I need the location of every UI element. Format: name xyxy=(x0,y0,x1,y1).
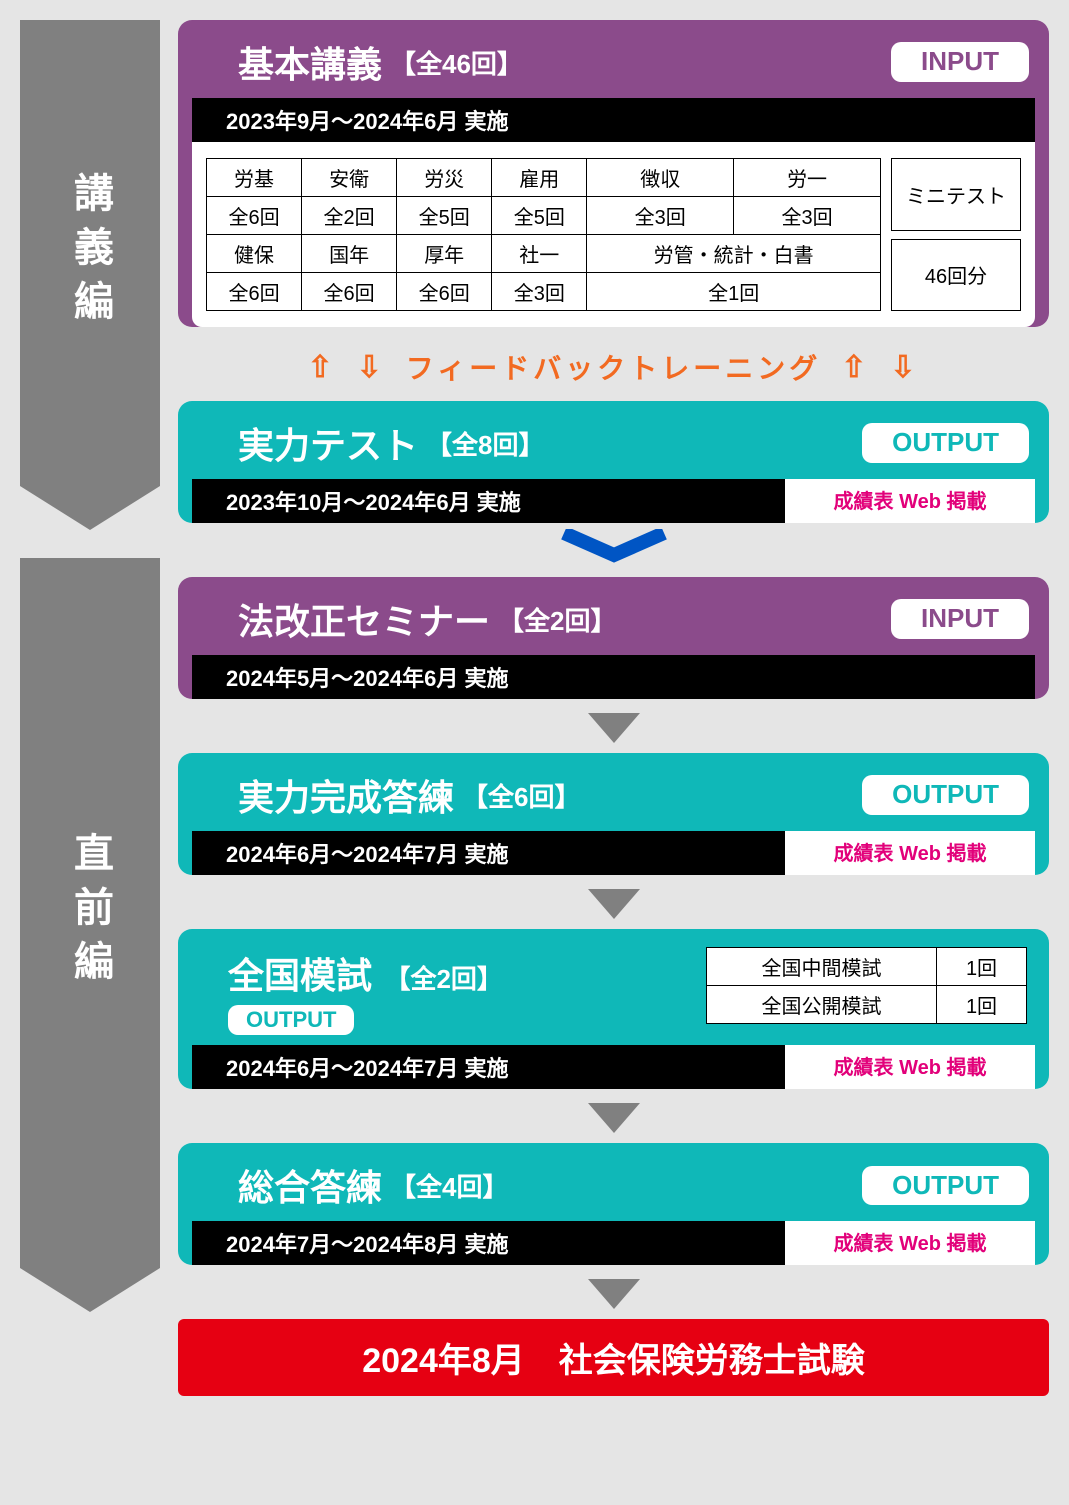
moshi-count: 【全2回】 xyxy=(384,964,502,994)
chevron-down-icon xyxy=(554,529,674,569)
jitsuryoku-period: 2023年10月〜2024年6月 実施 xyxy=(192,479,785,523)
triangle-down-icon xyxy=(588,1103,640,1133)
final-section-arrow: 直前編 xyxy=(20,558,160,1268)
kansei-webnote: 成績表 Web 掲載 xyxy=(785,831,1035,875)
moshi-period: 2024年6月〜2024年7月 実施 xyxy=(192,1045,785,1089)
sougou-webnote: 成績表 Web 掲載 xyxy=(785,1221,1035,1265)
jitsuryoku-badge: OUTPUT xyxy=(862,423,1029,462)
lecture-section-label: 講義編 xyxy=(61,172,119,334)
subject-table: 労基 安衛 労災 雇用 徴収 労一 全6回 全2回 全5回 全5回 全3回 全3… xyxy=(206,158,881,311)
mini-test-label: ミニテスト xyxy=(891,158,1021,231)
final-section-label: 直前編 xyxy=(61,832,119,994)
jitsuryoku-count: 【全8回】 xyxy=(426,425,544,462)
kansei-block: 実力完成答練 【全6回】 OUTPUT 2024年6月〜2024年7月 実施 成… xyxy=(178,753,1049,875)
kansei-badge: OUTPUT xyxy=(862,775,1029,814)
triangle-down-icon xyxy=(588,1279,640,1309)
houkaisei-badge: INPUT xyxy=(891,599,1029,638)
moshi-table: 全国中間模試 1回 全国公開模試 1回 xyxy=(706,947,1027,1024)
moshi-title: 全国模試 xyxy=(228,955,372,996)
kansei-count: 【全6回】 xyxy=(462,777,580,814)
triangle-down-icon xyxy=(588,713,640,743)
moshi-badge: OUTPUT xyxy=(228,1005,354,1035)
jitsuryoku-title: 実力テスト xyxy=(238,417,418,469)
kihon-badge: INPUT xyxy=(891,42,1029,81)
jitsuryoku-block: 実力テスト 【全8回】 OUTPUT 2023年10月〜2024年6月 実施 成… xyxy=(178,401,1049,523)
arrow-up-icon: ⇧ xyxy=(841,350,870,385)
kihon-block: 基本講義 【全46回】 INPUT 2023年9月〜2024年6月 実施 労基 … xyxy=(178,20,1049,327)
kansei-title: 実力完成答練 xyxy=(238,769,454,821)
houkaisei-block: 法改正セミナー 【全2回】 INPUT 2024年5月〜2024年6月 実施 xyxy=(178,577,1049,699)
final-exam-bar: 2024年8月 社会保険労務士試験 xyxy=(178,1319,1049,1396)
arrow-down-icon: ⇩ xyxy=(890,350,919,385)
kihon-count: 【全46回】 xyxy=(390,44,523,81)
kansei-period: 2024年6月〜2024年7月 実施 xyxy=(192,831,785,875)
jitsuryoku-webnote: 成績表 Web 掲載 xyxy=(785,479,1035,523)
houkaisei-title: 法改正セミナー xyxy=(238,593,490,645)
sougou-title: 総合答練 xyxy=(238,1159,382,1211)
right-column: 基本講義 【全46回】 INPUT 2023年9月〜2024年6月 実施 労基 … xyxy=(178,20,1049,1396)
left-column: 講義編 直前編 xyxy=(20,20,160,1396)
sougou-badge: OUTPUT xyxy=(862,1166,1029,1205)
sougou-count: 【全4回】 xyxy=(390,1167,508,1204)
feedback-label: フィードバックトレーニング xyxy=(406,347,821,387)
layout: 講義編 直前編 基本講義 【全46回】 INPUT 2023年9月〜2024年6… xyxy=(20,20,1049,1396)
kihon-period: 2023年9月〜2024年6月 実施 xyxy=(192,98,1035,142)
moshi-block: 全国模試 【全2回】 OUTPUT 全国中間模試 1回 全国公開模試 1回 xyxy=(178,929,1049,1089)
houkaisei-count: 【全2回】 xyxy=(498,601,616,638)
lecture-section-arrow: 講義編 xyxy=(20,20,160,486)
sougou-period: 2024年7月〜2024年8月 実施 xyxy=(192,1221,785,1265)
mini-test-count: 46回分 xyxy=(891,239,1021,312)
moshi-webnote: 成績表 Web 掲載 xyxy=(785,1045,1035,1089)
arrow-down-icon: ⇩ xyxy=(357,350,386,385)
feedback-row: ⇧ ⇩ フィードバックトレーニング ⇧ ⇩ xyxy=(178,337,1049,401)
arrow-up-icon: ⇧ xyxy=(307,350,336,385)
mini-test-column: ミニテスト 46回分 xyxy=(891,158,1021,311)
kihon-subject-panel: 労基 安衛 労災 雇用 徴収 労一 全6回 全2回 全5回 全5回 全3回 全3… xyxy=(192,142,1035,327)
triangle-down-icon xyxy=(588,889,640,919)
kihon-title: 基本講義 xyxy=(238,36,382,88)
sougou-block: 総合答練 【全4回】 OUTPUT 2024年7月〜2024年8月 実施 成績表… xyxy=(178,1143,1049,1265)
houkaisei-period: 2024年5月〜2024年6月 実施 xyxy=(192,655,1035,699)
